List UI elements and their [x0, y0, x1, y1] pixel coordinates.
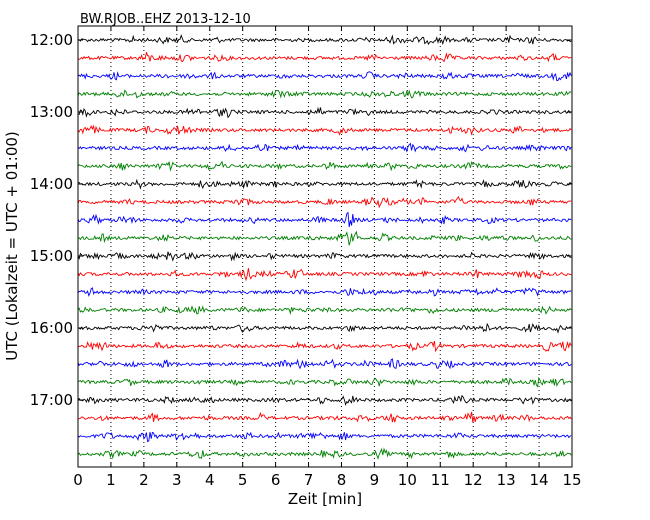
x-tick-label: 6 — [271, 471, 281, 489]
x-axis: 0 1 2 3 4 5 6 7 8 9 10 11 12 13 14 15 — [73, 26, 582, 489]
x-axis-label: Zeit [min] — [288, 490, 362, 508]
trace-1215 — [77, 52, 572, 63]
trace-1700 — [77, 394, 572, 407]
y-tick-label: 16:00 — [30, 319, 73, 337]
trace-1615 — [77, 340, 572, 353]
trace-1400 — [78, 178, 572, 190]
trace-1315 — [77, 124, 572, 136]
trace-1430 — [77, 211, 572, 228]
x-tick-label: 7 — [304, 471, 314, 489]
x-tick-label: 9 — [370, 471, 380, 489]
trace-1330 — [77, 142, 572, 153]
x-tick-label: 0 — [73, 471, 83, 489]
x-tick-label: 4 — [205, 471, 215, 489]
trace-1630 — [77, 358, 572, 370]
trace-1230 — [77, 71, 572, 82]
y-tick-label: 15:00 — [30, 247, 73, 265]
trace-1300 — [77, 106, 572, 119]
x-tick-label: 3 — [172, 471, 182, 489]
x-tick-label: 5 — [238, 471, 248, 489]
y-tick-label: 13:00 — [30, 103, 73, 121]
trace-1445 — [77, 230, 572, 246]
x-tick-label: 14 — [530, 471, 549, 489]
trace-1245 — [77, 89, 572, 99]
trace-1545 — [77, 305, 572, 315]
trace-1530 — [77, 287, 572, 297]
trace-1200 — [77, 34, 572, 46]
seismic-traces — [77, 34, 572, 460]
trace-1345 — [77, 160, 572, 172]
y-tick-label: 12:00 — [30, 31, 73, 49]
x-tick-label: 11 — [431, 471, 450, 489]
y-axis: 12:00 13:00 14:00 15:00 16:00 17:00 — [30, 31, 572, 409]
x-tick-label: 13 — [497, 471, 516, 489]
trace-1645 — [77, 376, 572, 388]
trace-1600 — [77, 322, 572, 334]
x-tick-label: 8 — [337, 471, 347, 489]
x-tick-label: 2 — [139, 471, 149, 489]
trace-1515 — [77, 268, 572, 282]
trace-1745 — [77, 447, 572, 460]
trace-1500 — [77, 251, 572, 262]
x-tick-label: 1 — [106, 471, 116, 489]
x-tick-label: 10 — [398, 471, 417, 489]
y-axis-label: UTC (Lokalzeit = UTC + 01:00) — [3, 131, 21, 361]
trace-1730 — [77, 431, 572, 443]
x-tick-label: 12 — [464, 471, 483, 489]
trace-1415 — [77, 195, 572, 209]
x-tick-label: 15 — [562, 471, 581, 489]
plot-frame — [77, 25, 573, 468]
minute-grid — [110, 26, 540, 467]
chart-title: BW.RJOB..EHZ 2013-12-10 — [80, 12, 251, 27]
trace-1715 — [77, 411, 572, 423]
y-tick-label: 14:00 — [30, 175, 73, 193]
y-tick-label: 17:00 — [30, 391, 73, 409]
